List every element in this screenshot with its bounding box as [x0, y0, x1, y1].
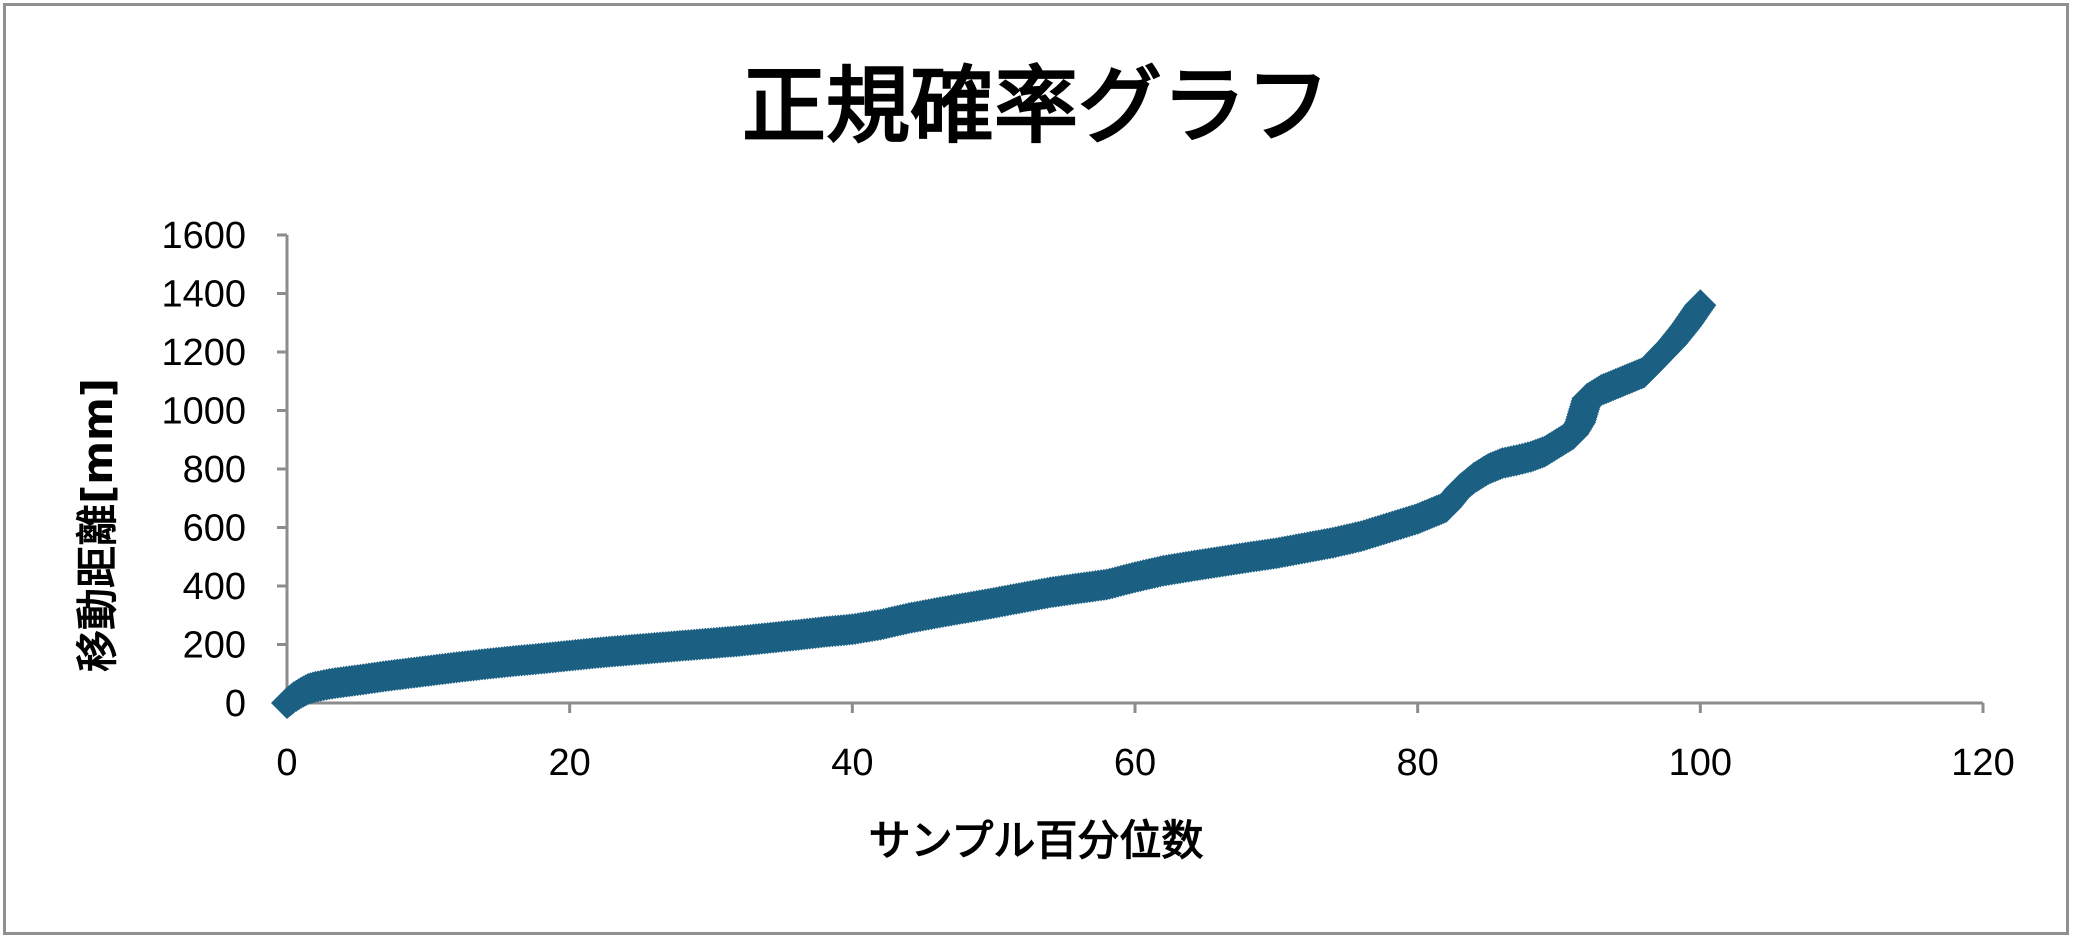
- y-tick-label: 1200: [161, 332, 246, 374]
- chart-frame: [3, 3, 2069, 935]
- x-tick-label: 120: [1951, 742, 2014, 784]
- data-point-marker: [1684, 289, 1717, 322]
- x-tick-label: 80: [1397, 742, 1439, 784]
- x-tick-label: 60: [1114, 742, 1156, 784]
- data-points: [271, 289, 1717, 719]
- chart-title: 正規確率グラフ: [742, 57, 1330, 155]
- y-tick-label: 1000: [161, 391, 246, 433]
- y-tick-label: 0: [225, 683, 246, 725]
- y-tick-label: 600: [183, 508, 246, 550]
- y-tick-label: 800: [183, 449, 246, 491]
- x-tick-label: 100: [1669, 742, 1732, 784]
- x-tick-label: 20: [549, 742, 591, 784]
- x-tick-label: 40: [831, 742, 873, 784]
- y-tick-label: 400: [183, 566, 246, 608]
- y-tick-label: 1400: [161, 274, 246, 316]
- y-tick-label: 1600: [161, 215, 246, 257]
- x-tick-label: 0: [276, 742, 297, 784]
- axes: [277, 233, 1985, 713]
- tick-labels: 0 200 400 600 800 1000 1200 1400 1600 0 20 40 60 80 10…: [161, 215, 2014, 784]
- y-tick-label: 200: [183, 625, 246, 667]
- x-axis-title: サンプル百分位数: [869, 816, 1204, 865]
- y-axis-title: 移動距離[mm]: [73, 378, 122, 672]
